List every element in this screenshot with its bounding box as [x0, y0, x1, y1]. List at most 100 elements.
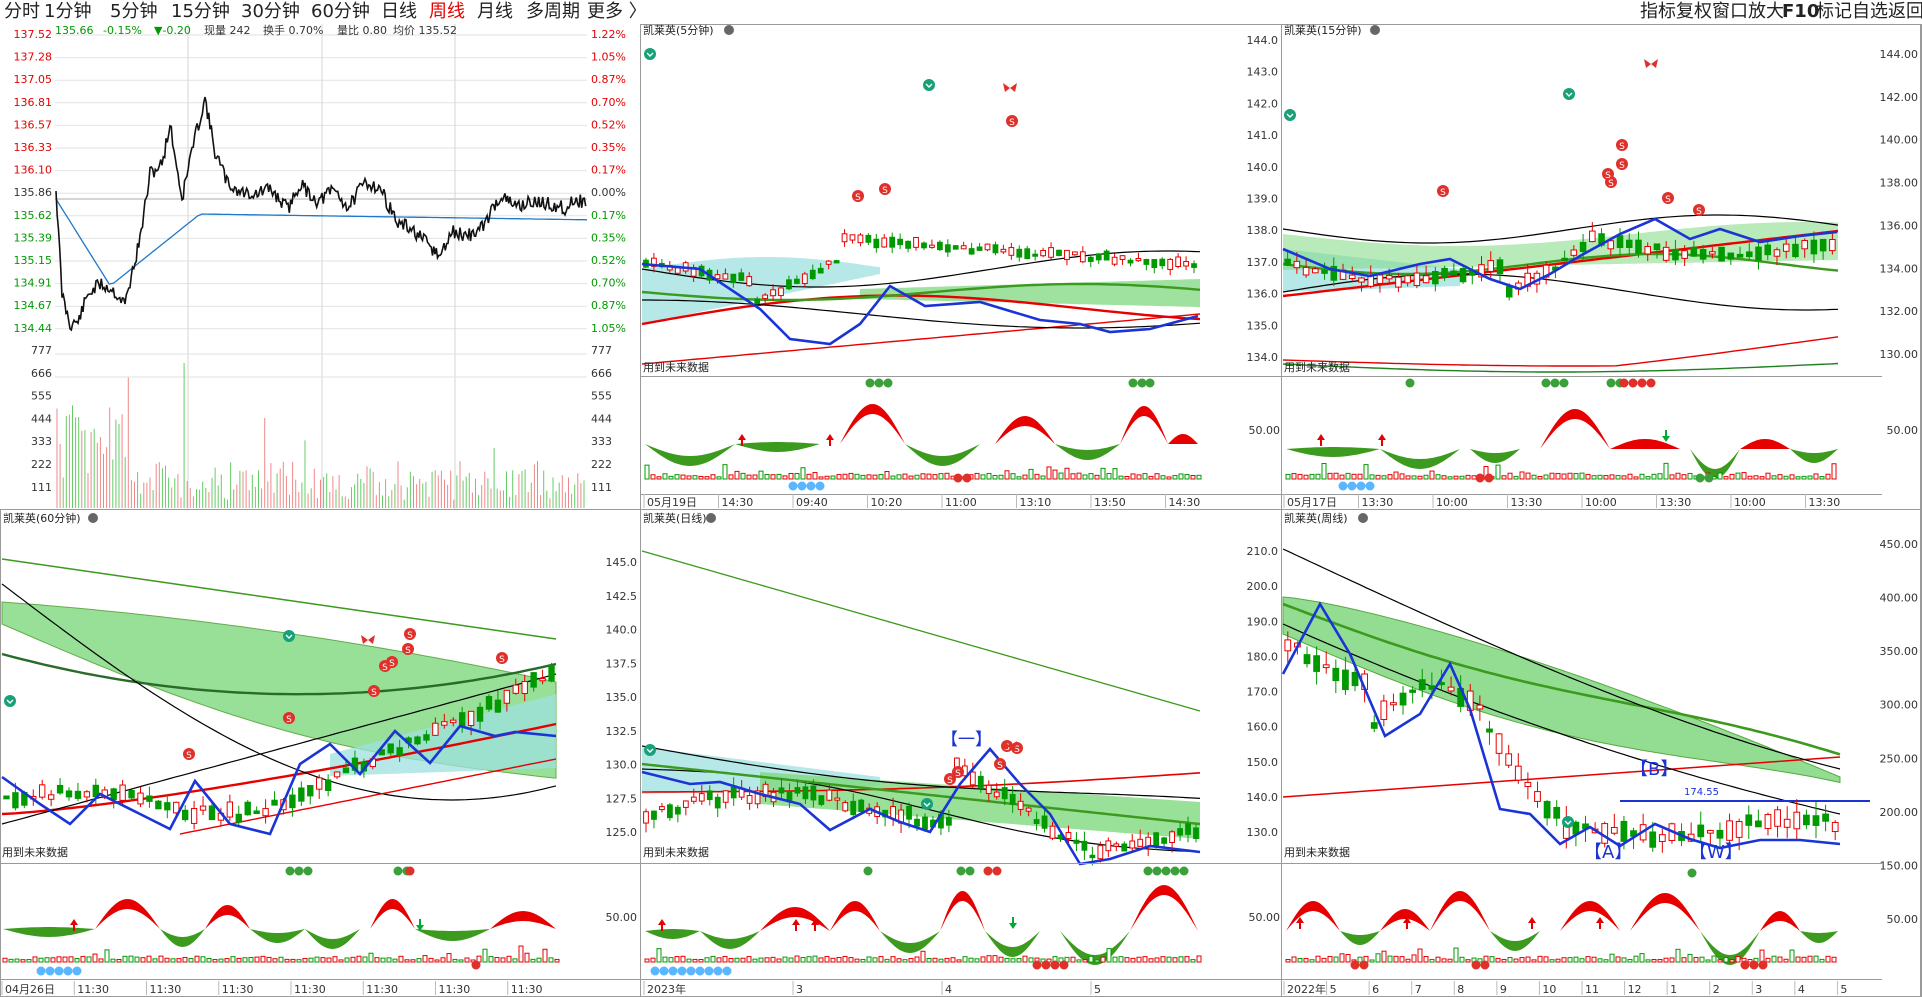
- period-60min-tab[interactable]: 60分钟: [311, 1, 370, 22]
- candle-body: [1089, 854, 1096, 859]
- signal-bead-icon: [1179, 866, 1189, 876]
- signal-bead-icon: [704, 966, 714, 976]
- watchlist-button[interactable]: 自选: [1852, 1, 1888, 22]
- osc-bar: [1321, 463, 1327, 480]
- osc-down-area: [905, 444, 980, 466]
- osc-bar: [668, 475, 674, 480]
- osc-up-area: [205, 905, 250, 929]
- price-tick: 130.0: [606, 759, 638, 772]
- osc-bar: [1160, 956, 1166, 963]
- candle-body: [1119, 255, 1126, 260]
- osc-down-area: [250, 929, 305, 943]
- osc-bar: [1309, 473, 1315, 480]
- osc-bar: [1687, 953, 1693, 963]
- down-signal-icon: [283, 630, 295, 642]
- candle-body: [1774, 809, 1781, 827]
- candle-body: [1105, 840, 1112, 852]
- candle-body: [1024, 248, 1031, 260]
- signal-bead-icon: [471, 960, 481, 970]
- m15-dropdown-icon[interactable]: [1370, 25, 1380, 35]
- m5-dropdown-icon[interactable]: [724, 25, 734, 35]
- candle-body: [929, 244, 935, 248]
- osc-bar: [86, 956, 92, 963]
- zoom-button[interactable]: 放大: [1748, 1, 1784, 22]
- osc-up-area: [995, 416, 1055, 444]
- osc-bar: [1813, 473, 1819, 480]
- time-label: 13:30: [1660, 496, 1692, 509]
- signal-bead-icon: [722, 966, 732, 976]
- m60-dropdown-icon[interactable]: [88, 513, 98, 523]
- indicator-button[interactable]: 指标: [1640, 1, 1676, 22]
- osc-bar: [320, 957, 326, 963]
- indicator-line: [1282, 252, 1839, 276]
- osc-bar: [1076, 959, 1082, 963]
- osc-bar: [1094, 959, 1100, 963]
- osc-bar: [1166, 956, 1172, 963]
- candle-body: [1087, 256, 1094, 262]
- pct-tick: 0.52%: [591, 254, 626, 267]
- adjust-button[interactable]: 复权: [1676, 1, 1712, 22]
- candle-body: [173, 801, 180, 814]
- down-arrow-icon: [1662, 430, 1670, 442]
- osc-bar: [1088, 473, 1094, 480]
- osc-bar: [506, 955, 512, 963]
- candle-body: [1081, 840, 1088, 851]
- osc-bar: [1118, 956, 1124, 963]
- indicator-line: [1, 558, 557, 640]
- period-30min-tab[interactable]: 30分钟: [241, 1, 300, 22]
- osc-bar: [14, 958, 20, 963]
- f10-button[interactable]: F10: [1782, 1, 1820, 22]
- mark-button[interactable]: 标记: [1816, 1, 1852, 22]
- osc-bar: [1609, 474, 1615, 480]
- osc-bar: [1441, 958, 1447, 963]
- period-1min-tab[interactable]: 1分钟: [44, 1, 92, 22]
- candle-body: [952, 245, 959, 250]
- week-dropdown-icon[interactable]: [1358, 513, 1368, 523]
- osc-bar: [26, 959, 32, 963]
- osc-bar: [1675, 472, 1681, 480]
- candle-body: [110, 788, 117, 800]
- volume-tick: 555: [31, 390, 52, 403]
- signal-bead-icon: [1059, 960, 1069, 970]
- candle-body: [1000, 248, 1007, 253]
- candle-body: [778, 287, 784, 297]
- osc-bar: [1184, 474, 1190, 480]
- period-week-tab[interactable]: 周线: [429, 1, 465, 22]
- osc-bar: [1819, 476, 1825, 480]
- candle-body: [1543, 800, 1551, 819]
- time-label: 3: [1755, 983, 1762, 996]
- osc-bar: [1675, 948, 1681, 963]
- m5-panel: 凯莱英(5分钟) S S S 用到未来数据 05月19日 14:30 09:40 10:2…: [641, 24, 1281, 509]
- multi-period-tab[interactable]: 多周期: [526, 1, 580, 22]
- period-15min-tab[interactable]: 15分钟: [171, 1, 230, 22]
- volume-tick: 222: [591, 458, 612, 471]
- back-button[interactable]: 返回: [1888, 1, 1922, 22]
- period-day-tab[interactable]: 日线: [381, 1, 417, 22]
- more-menu[interactable]: 更多 〉: [587, 1, 647, 22]
- signal-bead-icon: [1550, 378, 1560, 388]
- osc-bar: [1393, 955, 1399, 963]
- osc-bar: [1106, 948, 1112, 963]
- signal-bead-icon: [1758, 960, 1768, 970]
- osc-bar: [1345, 953, 1351, 963]
- osc-bar: [956, 959, 962, 963]
- day-dropdown-icon[interactable]: [706, 513, 716, 523]
- period-5min-tab[interactable]: 5分钟: [110, 1, 158, 22]
- period-fenshi-tab[interactable]: 分时: [4, 1, 40, 22]
- osc-bar: [1118, 475, 1124, 480]
- osc-bar: [1172, 475, 1178, 480]
- candle-body: [682, 800, 689, 808]
- osc-bar: [1657, 959, 1663, 963]
- osc-down-area: [415, 929, 490, 941]
- candle-body: [921, 242, 927, 249]
- candle-body: [714, 274, 721, 280]
- window-button[interactable]: 窗口: [1712, 1, 1748, 22]
- period-month-tab[interactable]: 月线: [477, 1, 513, 22]
- osc-bar: [1184, 956, 1190, 963]
- price-tick: 140.00: [1880, 134, 1919, 147]
- price-tick: 170.0: [1247, 686, 1279, 699]
- osc-bar: [1597, 958, 1603, 963]
- candle-body: [1782, 243, 1790, 252]
- period-toolbar: 分时 1分钟 5分钟 15分钟 30分钟 60分钟 日线 周线 月线 多周期 更…: [0, 0, 1922, 25]
